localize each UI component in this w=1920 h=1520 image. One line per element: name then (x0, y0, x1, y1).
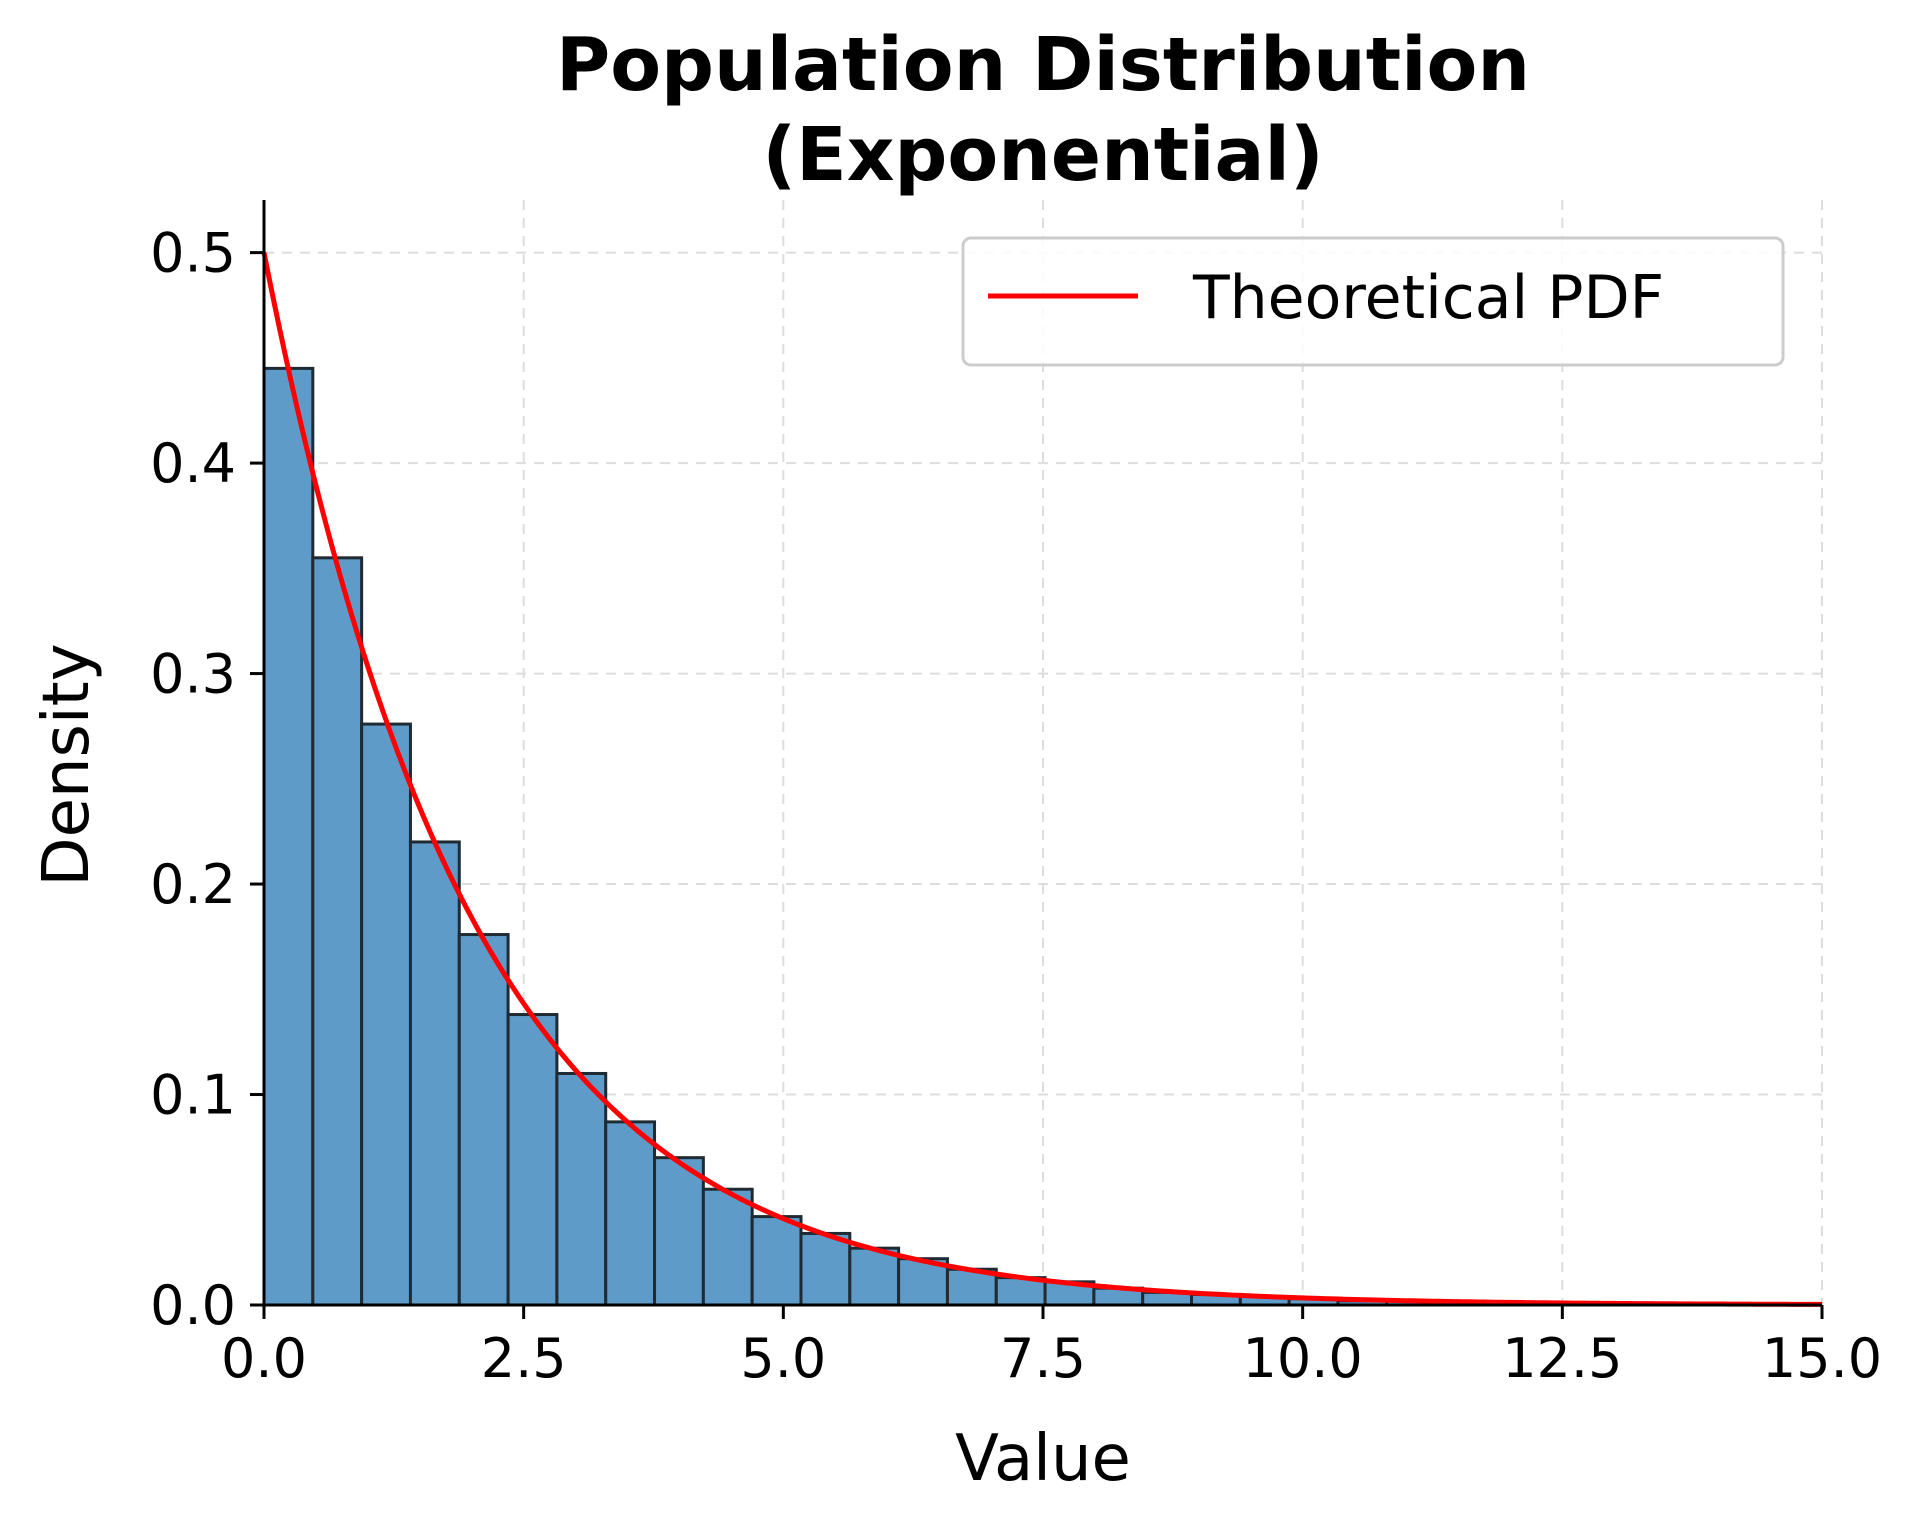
histogram-bar-3 (408, 840, 461, 1307)
histogram-bar-5 (506, 1013, 559, 1307)
histogram-bar-9 (701, 1187, 754, 1307)
histogram-bar-0 (262, 366, 315, 1307)
y-tick-label-3: 0.3 (150, 643, 236, 706)
histogram-bar-8 (653, 1156, 705, 1307)
histogram-bar-10 (750, 1215, 803, 1307)
histogram-bar-1 (311, 556, 364, 1307)
legend-label-theoretical-pdf: Theoretical PDF (1192, 263, 1664, 333)
legend: Theoretical PDF (961, 236, 1785, 367)
y-axis-label: Density (30, 643, 104, 886)
x-axis-label: Value (955, 1422, 1131, 1496)
x-ticks: 0.0 2.5 5.0 7.5 10.0 12.5 15.0 (221, 1305, 1882, 1390)
histogram-bars (262, 366, 1779, 1307)
x-tick-label-4: 10.0 (1243, 1327, 1363, 1390)
x-tick-label-6: 15.0 (1762, 1327, 1882, 1390)
legend-box (961, 236, 1785, 367)
chart-title-line-2: (Exponential) (762, 112, 1323, 198)
pdf-line-group (261, 252, 1823, 1307)
histogram-bar-12 (848, 1246, 901, 1307)
histogram-bar-2 (360, 722, 412, 1307)
x-tick-label-2: 5.0 (740, 1327, 826, 1390)
y-tick-label-0: 0.0 (150, 1274, 236, 1337)
y-tick-label-4: 0.4 (150, 432, 236, 495)
histogram-bar-11 (799, 1231, 852, 1307)
histogram-bar-7 (604, 1120, 657, 1307)
y-tick-label-2: 0.2 (150, 853, 236, 916)
x-tick-label-5: 12.5 (1502, 1327, 1622, 1390)
y-ticks: 0.0 0.1 0.2 0.3 0.4 0.5 (150, 222, 264, 1337)
histogram-bar-6 (555, 1071, 608, 1307)
x-tick-label-0: 0.0 (221, 1327, 307, 1390)
histogram-bar-4 (457, 933, 510, 1307)
grid-lines (264, 200, 1823, 1305)
y-tick-label-1: 0.1 (150, 1064, 236, 1127)
y-tick-label-5: 0.5 (150, 222, 236, 285)
x-tick-label-3: 7.5 (1000, 1327, 1086, 1390)
chart-title-line-1: Population Distribution (556, 22, 1530, 108)
x-tick-label-1: 2.5 (481, 1327, 567, 1390)
theoretical-pdf-line (261, 252, 1823, 1307)
